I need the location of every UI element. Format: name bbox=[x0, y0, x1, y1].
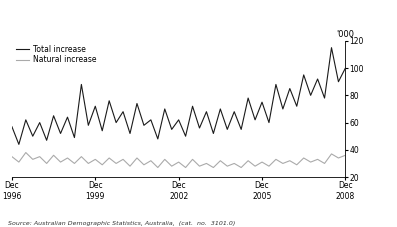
Natural increase bbox=[30, 158, 35, 161]
Line: Total increase: Total increase bbox=[12, 48, 397, 144]
Natural increase bbox=[287, 159, 292, 162]
Natural increase bbox=[114, 162, 118, 165]
Total increase bbox=[287, 87, 292, 90]
Natural increase bbox=[183, 166, 188, 169]
Legend: Total increase, Natural increase: Total increase, Natural increase bbox=[16, 45, 96, 64]
Total increase bbox=[16, 143, 21, 146]
Line: Natural increase: Natural increase bbox=[12, 150, 397, 168]
Total increase bbox=[37, 121, 42, 124]
Natural increase bbox=[280, 162, 285, 165]
Total increase bbox=[183, 135, 188, 138]
Text: Source: Australian Demographic Statistics, Australia,  (cat.  no.  3101.0): Source: Australian Demographic Statistic… bbox=[8, 221, 235, 226]
Text: '000: '000 bbox=[336, 30, 355, 39]
Natural increase bbox=[10, 155, 14, 158]
Total increase bbox=[121, 110, 125, 113]
Total increase bbox=[329, 46, 334, 49]
Total increase bbox=[10, 125, 14, 128]
Total increase bbox=[30, 135, 35, 138]
Natural increase bbox=[155, 166, 160, 169]
Total increase bbox=[280, 108, 285, 110]
Natural increase bbox=[23, 151, 28, 154]
